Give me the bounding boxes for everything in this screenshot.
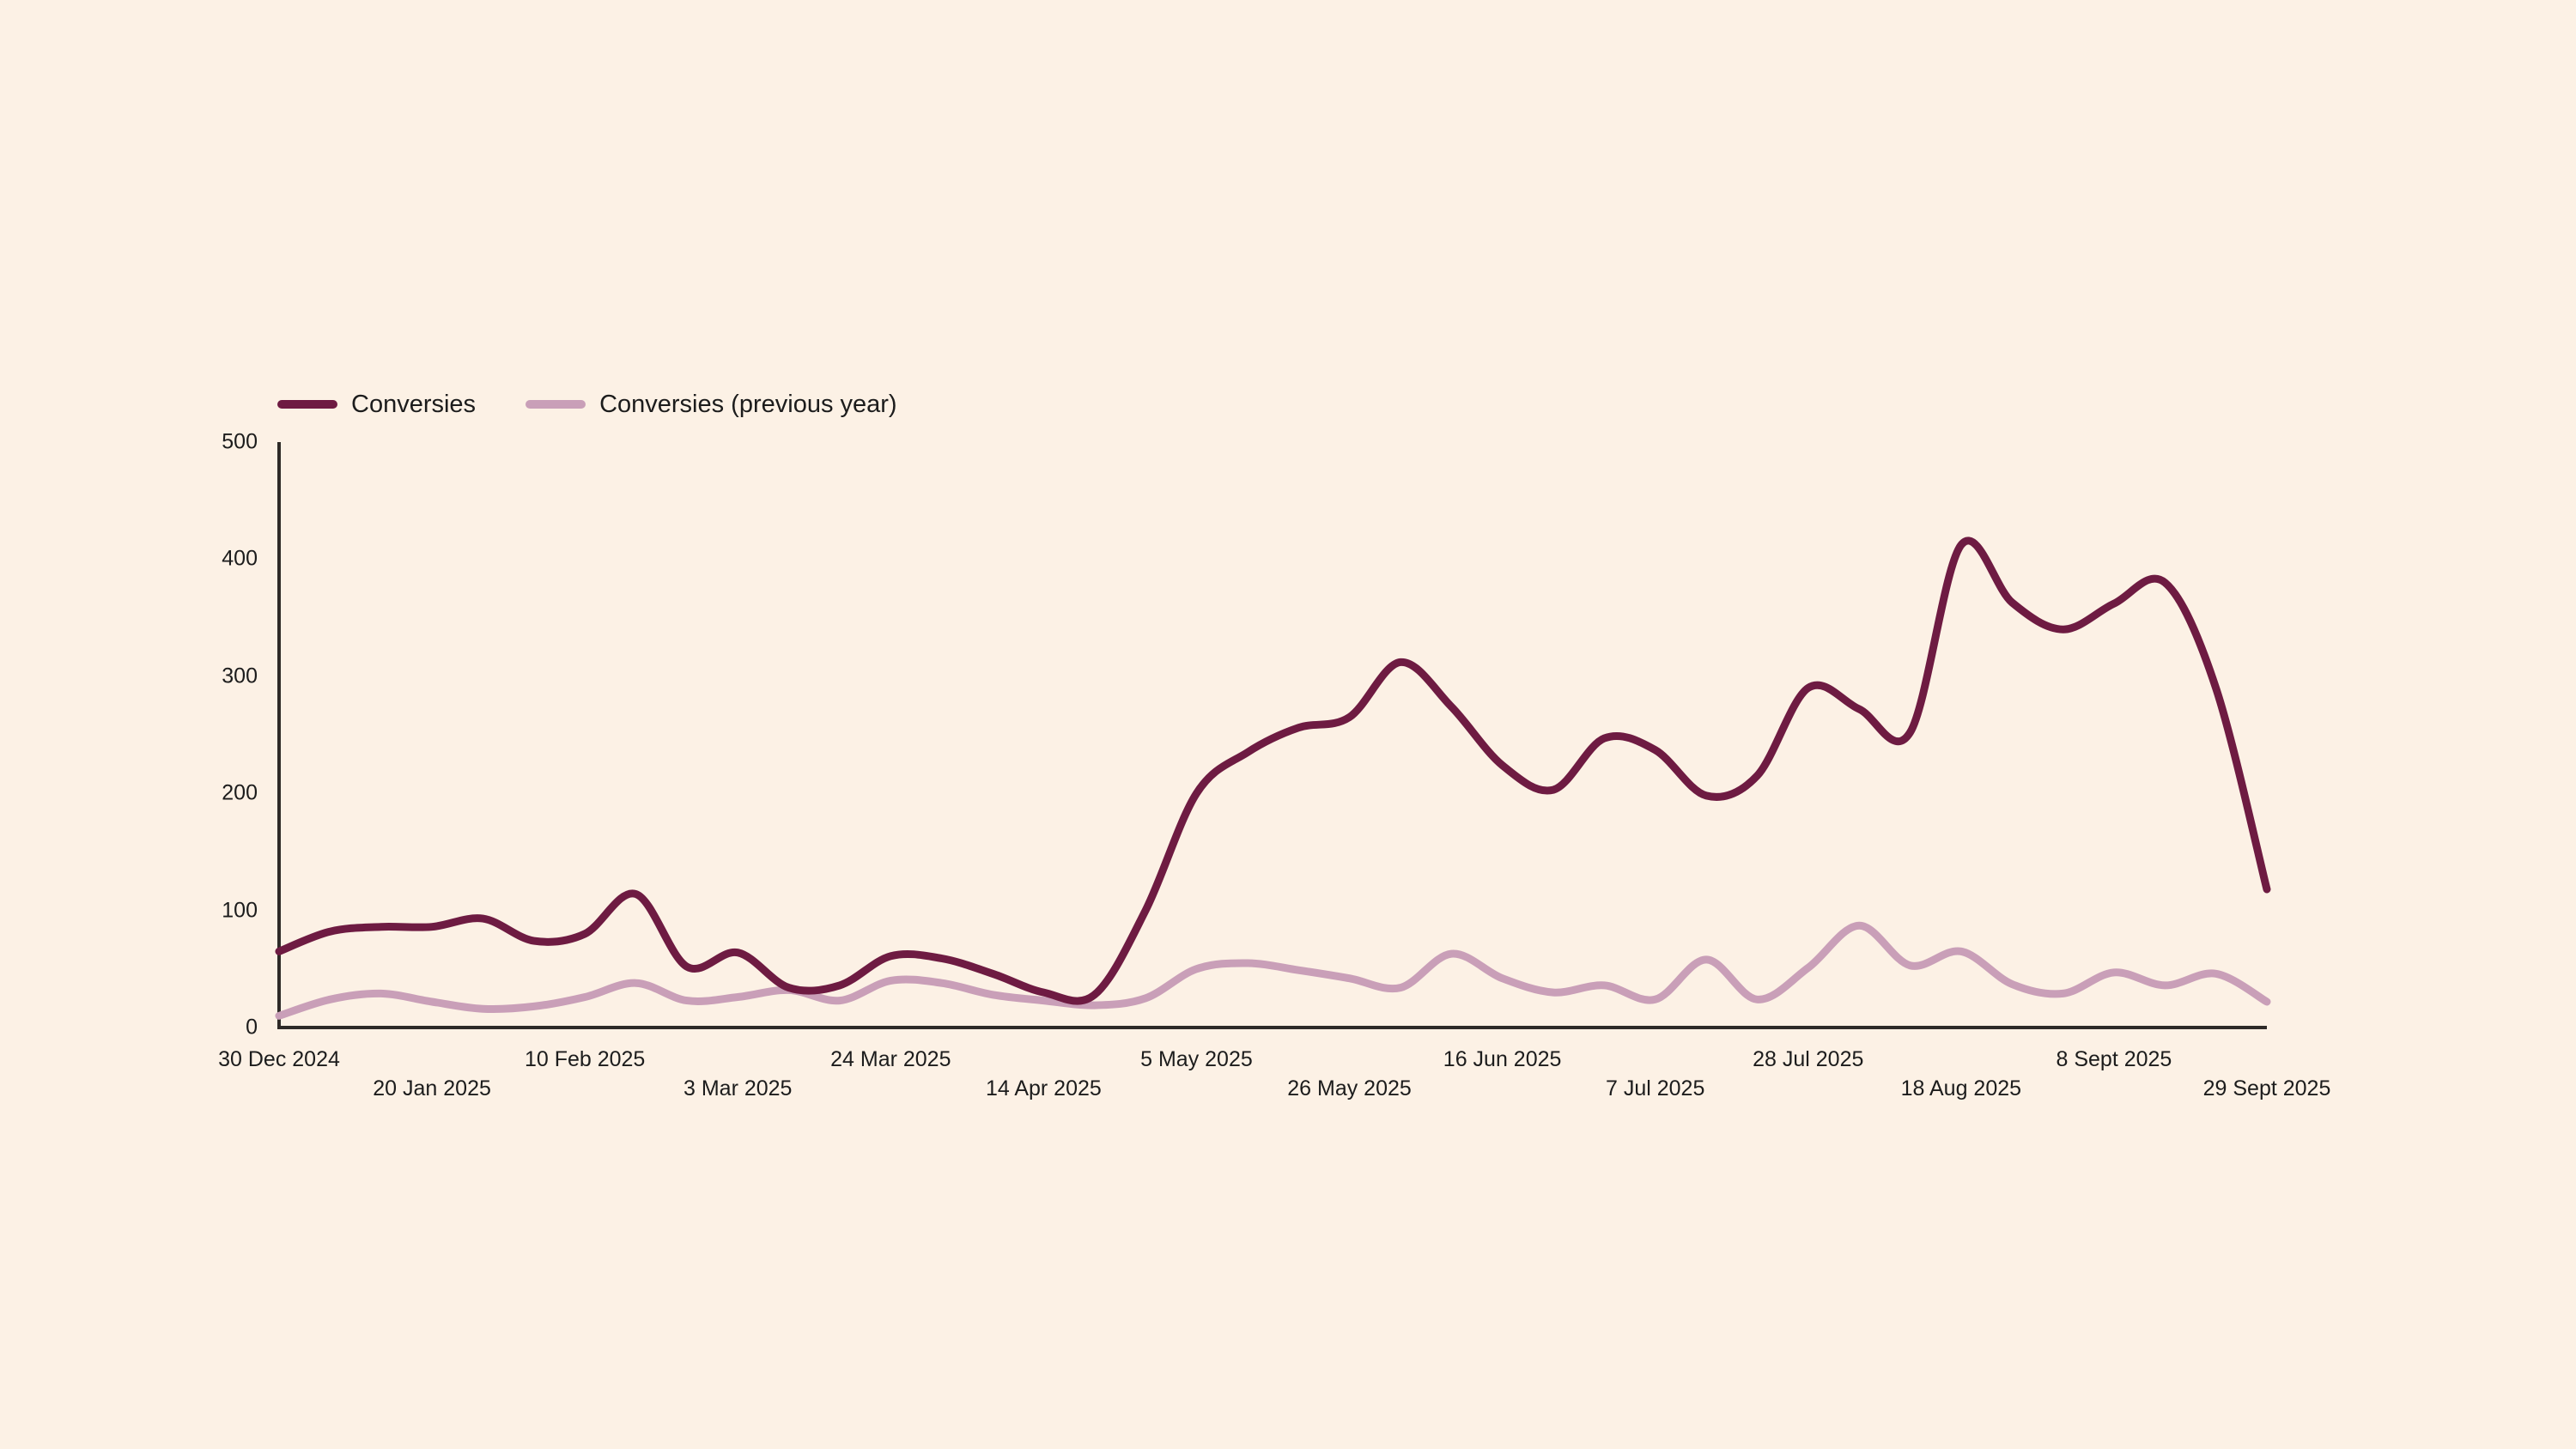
chart-legend: Conversies Conversies (previous year)	[277, 385, 897, 424]
x-axis-tick-8-sept-2025: 8 Sept 2025	[2056, 1047, 2172, 1071]
x-axis-tick-3-mar-2025: 3 Mar 2025	[683, 1076, 793, 1100]
legend-swatch-conversies	[277, 400, 337, 409]
legend-item-conversies[interactable]: Conversies	[277, 385, 476, 424]
x-axis-tick-30-dec-2024: 30 Dec 2024	[218, 1047, 340, 1071]
x-axis-tick-16-jun-2025: 16 Jun 2025	[1443, 1047, 1562, 1071]
y-axis-tick-0: 0	[246, 1015, 258, 1040]
y-axis-tick-500: 500	[222, 429, 258, 454]
x-axis-tick-24-mar-2025: 24 Mar 2025	[830, 1047, 951, 1071]
y-axis-tick-300: 300	[222, 664, 258, 688]
legend-label-conversies: Conversies	[351, 391, 477, 418]
x-axis-tick-14-apr-2025: 14 Apr 2025	[985, 1076, 1102, 1100]
x-axis-tick-26-may-2025: 26 May 2025	[1287, 1076, 1412, 1100]
series-line-conversies-previous-year	[275, 921, 2271, 1020]
legend-item-conversies-previous-year[interactable]: Conversies (previous year)	[526, 385, 897, 424]
x-axis-tick-5-may-2025: 5 May 2025	[1140, 1047, 1253, 1071]
y-axis-tick-400: 400	[222, 546, 258, 571]
x-axis-tick-10-feb-2025: 10 Feb 2025	[524, 1047, 646, 1071]
x-axis-tick-29-sept-2025: 29 Sept 2025	[2202, 1076, 2331, 1100]
series-line-conversies	[275, 537, 2271, 1005]
legend-label-conversies-previous-year: Conversies (previous year)	[599, 391, 897, 418]
y-axis-tick-200: 200	[222, 780, 258, 805]
legend-swatch-conversies-previous-year	[526, 400, 586, 409]
axes	[277, 442, 2267, 1029]
x-axis-tick-20-jan-2025: 20 Jan 2025	[373, 1076, 491, 1100]
x-axis-tick-7-jul-2025: 7 Jul 2025	[1606, 1076, 1705, 1100]
x-axis-tick-28-jul-2025: 28 Jul 2025	[1753, 1047, 1864, 1071]
x-axis-tick-18-aug-2025: 18 Aug 2025	[1900, 1076, 2022, 1100]
y-axis-tick-100: 100	[222, 898, 258, 923]
